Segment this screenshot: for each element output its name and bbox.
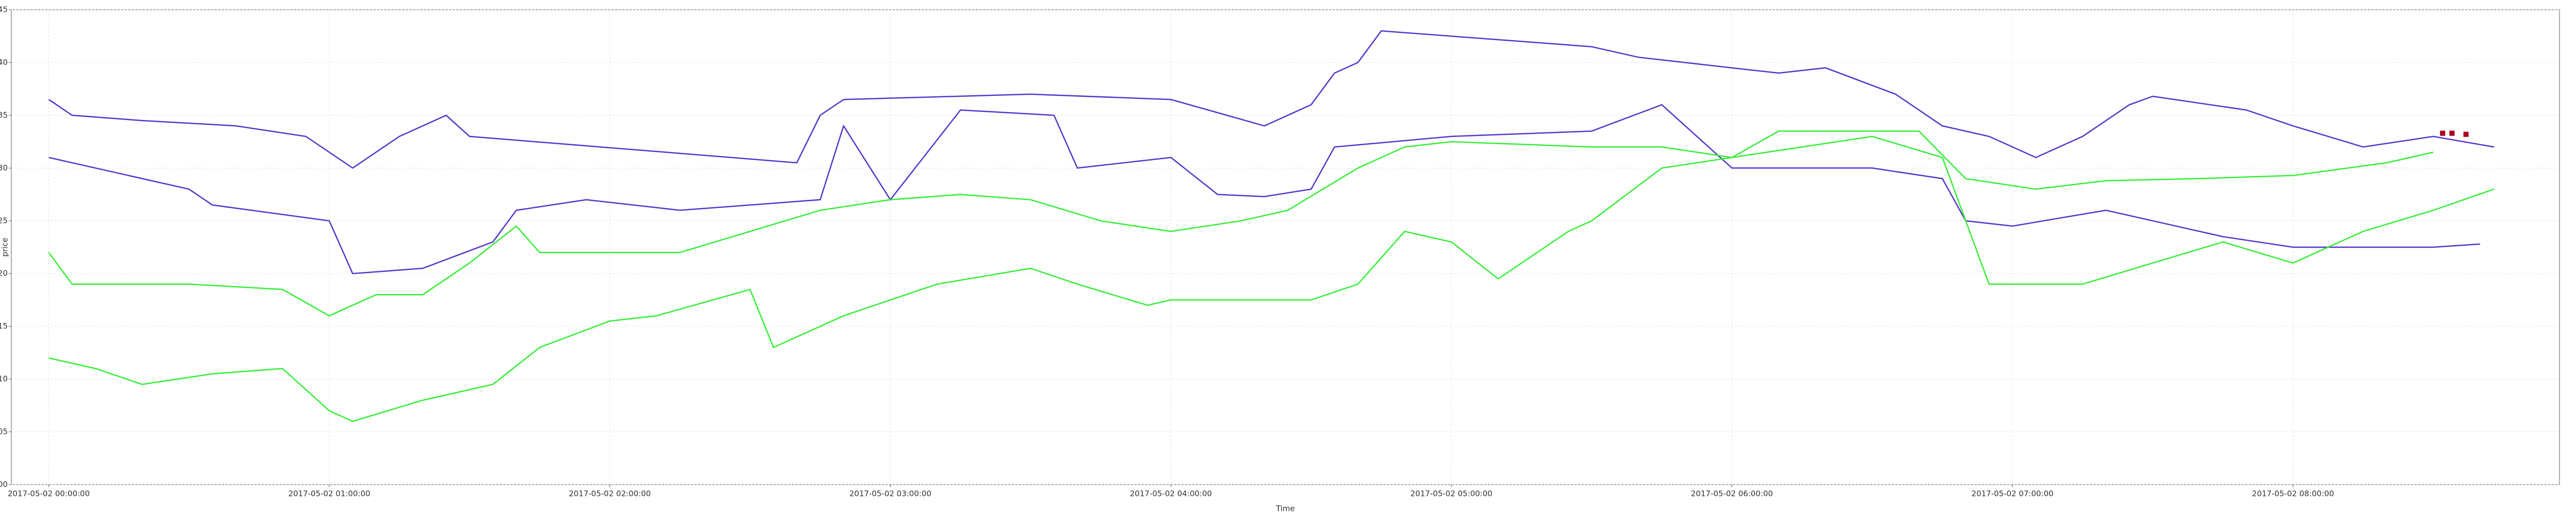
x-tick-label: 2017-05-02 04:00:00 — [1130, 489, 1212, 499]
x-axis-label: Time — [1276, 504, 1295, 513]
y-tick-label: 1130 — [0, 163, 8, 173]
x-tick-label: 2017-05-02 05:00:00 — [1411, 489, 1493, 499]
x-tick-label: 2017-05-02 07:00:00 — [1972, 489, 2054, 499]
y-tick-label: 1100 — [0, 480, 8, 489]
series-line — [48, 104, 2480, 274]
y-tick-label: 1115 — [0, 321, 8, 331]
y-tick-label: 1135 — [0, 110, 8, 119]
x-tick-label: 2017-05-02 02:00:00 — [569, 489, 651, 499]
x-tick-label: 2017-05-02 00:00:00 — [8, 489, 90, 499]
y-tick-label: 1140 — [0, 58, 8, 67]
plot-frame — [11, 9, 2560, 485]
marker — [2440, 130, 2446, 136]
series-line — [48, 30, 2495, 169]
y-tick-label: 1105 — [0, 427, 8, 436]
y-tick-label: 1125 — [0, 216, 8, 225]
series-line — [48, 130, 2434, 317]
y-tick-label: 1145 — [0, 5, 8, 14]
x-tick-label: 2017-05-02 08:00:00 — [2252, 489, 2334, 499]
x-tick-label: 2017-05-02 06:00:00 — [1691, 489, 1773, 499]
x-tick-label: 2017-05-02 01:00:00 — [288, 489, 370, 499]
x-tick-label: 2017-05-02 03:00:00 — [849, 489, 931, 499]
y-axis-label: price — [1, 237, 10, 256]
y-tick-label: 1110 — [0, 374, 8, 384]
series-line — [48, 135, 2495, 422]
marker — [2463, 131, 2469, 137]
y-tick-label: 1120 — [0, 269, 8, 278]
marker — [2449, 130, 2455, 136]
